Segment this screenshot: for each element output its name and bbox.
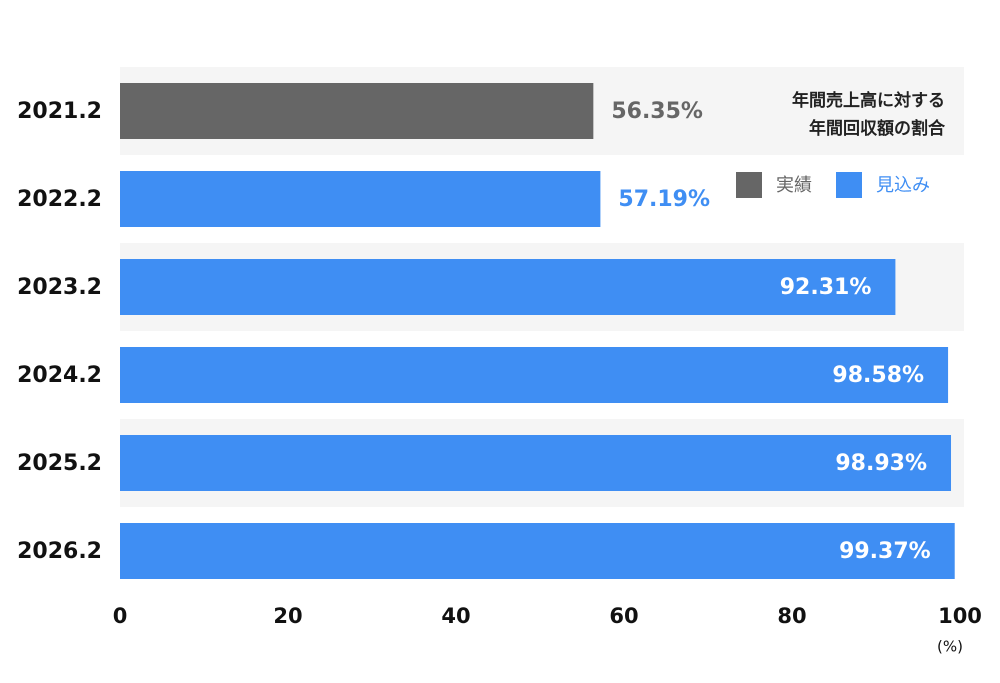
x-tick-label: 40 <box>441 604 470 628</box>
bar <box>120 171 601 227</box>
value-label: 56.35% <box>611 99 703 124</box>
y-tick-label: 2024.2 <box>17 363 102 388</box>
y-tick-label: 2021.2 <box>17 99 102 124</box>
legend-swatch <box>736 172 762 198</box>
bar <box>120 523 955 579</box>
value-label: 99.37% <box>839 539 931 564</box>
bar <box>120 259 896 315</box>
bar <box>120 435 952 491</box>
chart-title: 年間回収額の割合 <box>809 118 946 139</box>
legend-label: 実績 <box>776 175 812 196</box>
value-label: 92.31% <box>780 275 872 300</box>
x-tick-label: 0 <box>113 604 128 628</box>
value-label: 98.93% <box>835 451 927 476</box>
legend-swatch <box>836 172 862 198</box>
y-tick-label: 2023.2 <box>17 275 102 300</box>
bar <box>120 347 949 403</box>
axis-unit: (%) <box>937 638 963 656</box>
legend-label: 見込み <box>876 175 930 196</box>
bar <box>120 83 594 139</box>
x-tick-label: 60 <box>609 604 638 628</box>
y-tick-label: 2025.2 <box>17 451 102 476</box>
value-label: 98.58% <box>832 363 924 388</box>
x-tick-label: 100 <box>938 604 982 628</box>
y-tick-label: 2026.2 <box>17 539 102 564</box>
x-tick-label: 80 <box>777 604 806 628</box>
y-tick-label: 2022.2 <box>17 187 102 212</box>
value-label: 57.19% <box>618 187 710 212</box>
x-tick-label: 20 <box>273 604 302 628</box>
chart-title: 年間売上高に対する <box>792 90 945 111</box>
